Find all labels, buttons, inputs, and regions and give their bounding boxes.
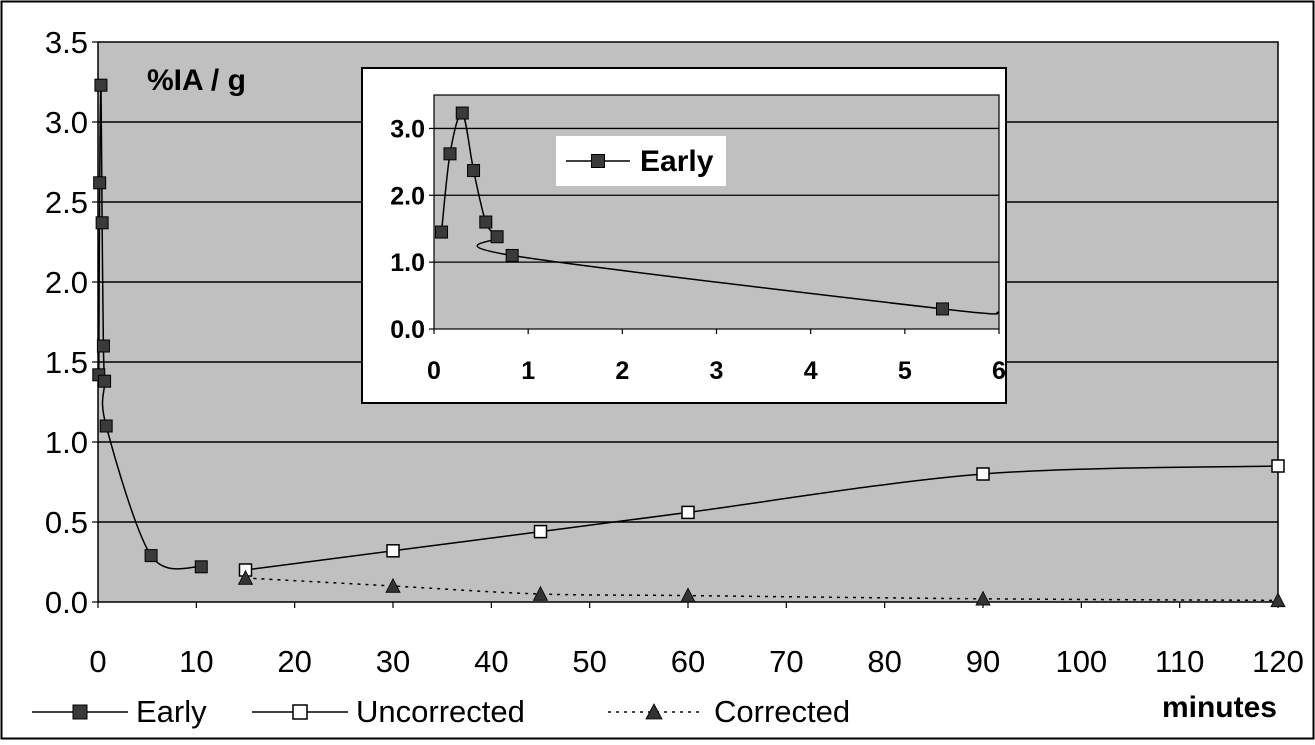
y-tick-label: 2.0 [45, 265, 88, 300]
legend-marker-early [72, 704, 88, 720]
data-point-early [490, 230, 504, 244]
x-tick-label: 2 [615, 357, 629, 385]
data-point-uncorrected [386, 544, 400, 558]
data-point-corrected [680, 587, 696, 603]
legend-label-uncorrected: Uncorrected [356, 694, 525, 729]
data-point-early [94, 78, 108, 92]
inset-plot-background [433, 94, 1000, 330]
data-point-early [194, 560, 208, 574]
inset-legend-label-early: Early [640, 145, 714, 178]
data-point-corrected [975, 590, 991, 606]
x-tick-label: 0 [427, 357, 441, 385]
legend-marker-uncorrected [292, 704, 308, 720]
inset-legend: Early [556, 136, 726, 186]
data-point-uncorrected [976, 467, 990, 481]
x-tick-label: 70 [769, 644, 803, 679]
data-point-early [98, 374, 112, 388]
data-point-early [93, 176, 107, 190]
inset-x-tick-labels: 0 1 2 3 4 5 6 [427, 357, 1006, 385]
data-point-early [99, 419, 113, 433]
x-tick-label: 10 [179, 644, 213, 679]
y-tick-label: 3.0 [45, 105, 88, 140]
data-point-early [479, 215, 493, 229]
data-point-corrected [237, 569, 254, 585]
y-tick-label: 3.0 [390, 115, 425, 143]
x-tick-label: 6 [992, 357, 1006, 385]
data-point-early [96, 339, 110, 353]
x-axis-label: minutes [1162, 691, 1277, 724]
inset-gridlines [429, 127, 1000, 334]
legend-item-corrected: Corrected [608, 694, 850, 729]
x-tick-label: 120 [1252, 644, 1304, 679]
inset-series [435, 106, 1000, 316]
inset-y-tick-labels: 0.0 1.0 2.0 3.0 [390, 115, 425, 344]
y-tick-label: 1.0 [45, 425, 88, 460]
x-tick-label: 80 [867, 644, 901, 679]
y-tick-label: 2.0 [390, 182, 425, 210]
x-tick-label: 30 [376, 644, 410, 679]
data-point-early [443, 147, 457, 161]
x-tick-label: 1 [521, 357, 535, 385]
legend-item-uncorrected: Uncorrected [252, 694, 525, 729]
x-tick-label: 5 [898, 357, 912, 385]
data-point-early [455, 106, 469, 120]
y-axis-label: %IA / g [147, 64, 246, 97]
main-y-tick-labels: 0.0 0.5 1.0 1.5 2.0 2.5 3.0 3.5 [45, 25, 88, 620]
x-tick-label: 3 [710, 357, 724, 385]
data-point-uncorrected [1271, 459, 1285, 473]
data-point-early [467, 164, 481, 178]
legend-label-corrected: Corrected [714, 694, 850, 729]
x-tick-label: 110 [1155, 644, 1204, 679]
data-point-corrected [532, 585, 549, 601]
y-tick-label: 0.5 [45, 505, 88, 540]
legend-label-early: Early [136, 694, 207, 729]
y-tick-label: 0.0 [45, 585, 88, 620]
main-legend: Early Uncorrected Corrected [32, 694, 850, 729]
x-tick-label: 40 [474, 644, 508, 679]
data-point-uncorrected [681, 505, 695, 520]
legend-item-early: Early [32, 694, 207, 729]
data-point-corrected [1270, 592, 1286, 608]
x-tick-label: 90 [966, 644, 1000, 679]
x-tick-label: 100 [1055, 644, 1107, 679]
x-tick-label: 50 [572, 644, 606, 679]
data-point-corrected [385, 577, 401, 593]
inset-legend-marker-early [591, 154, 605, 168]
data-point-early [95, 216, 109, 230]
main-x-tick-labels: 0 10 20 30 40 50 60 70 80 90 100 110 120 [89, 644, 1303, 679]
data-point-early [435, 225, 449, 239]
x-tick-label: 4 [804, 357, 818, 385]
legend-marker-corrected [645, 703, 663, 720]
y-tick-label: 2.5 [45, 185, 88, 220]
x-tick-label: 20 [277, 644, 311, 679]
y-tick-label: 0.0 [390, 316, 425, 344]
y-tick-label: 1.5 [45, 345, 88, 380]
data-point-early [144, 549, 158, 563]
inset-chart: 0.0 1.0 2.0 3.0 0 1 2 3 4 5 6 Early [361, 67, 1007, 404]
main-series [92, 78, 1286, 608]
data-point-uncorrected [533, 524, 548, 539]
data-point-early [505, 248, 519, 262]
y-tick-label: 1.0 [390, 249, 425, 277]
x-tick-label: 60 [671, 644, 705, 679]
x-tick-label: 0 [89, 644, 106, 679]
data-point-early [936, 302, 949, 316]
y-tick-label: 3.5 [45, 25, 88, 60]
